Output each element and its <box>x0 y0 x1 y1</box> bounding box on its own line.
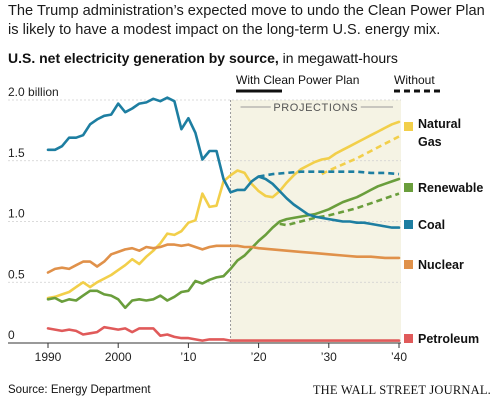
coal-legend-swatch <box>404 220 413 229</box>
renewable-line <box>46 177 401 310</box>
x-tick-label: ’20 <box>251 350 267 364</box>
x-tick-label: 1990 <box>35 350 62 364</box>
x-tick-label: ’40 <box>391 350 407 364</box>
renewable-without-line <box>279 192 400 227</box>
x-tick-label: ’10 <box>180 350 196 364</box>
natural-gas-legend-swatch <box>404 122 413 131</box>
projections-label: PROJECTIONS <box>273 102 358 114</box>
y-tick-label: 0.5 <box>8 267 25 281</box>
x-tick-label: ’30 <box>321 350 337 364</box>
source-note: Source: Energy Department <box>8 384 151 396</box>
y-tick-label: 1.0 <box>8 207 25 221</box>
y-tick-label: 2.0 billion <box>8 85 59 99</box>
natural-gas-label: Natural <box>418 117 461 131</box>
y-tick-label: 0 <box>8 328 15 342</box>
subtitle-units: in megawatt-hours <box>278 50 398 66</box>
legend-without-label: Without <box>394 73 435 87</box>
petroleum-legend-swatch <box>404 334 413 343</box>
natural-gas-without-line <box>321 135 400 176</box>
y-tick-label: 1.5 <box>8 146 25 160</box>
headline: The Trump administration’s expected move… <box>8 3 485 38</box>
subtitle-bold: U.S. net electricity generation by sourc… <box>8 50 279 66</box>
nuclear-label: Nuclear <box>418 258 464 272</box>
coal-line <box>46 96 401 229</box>
publisher-logo: THE WALL STREET JOURNAL. <box>312 383 491 397</box>
petroleum-label: Petroleum <box>418 332 479 346</box>
x-tick-label: 2000 <box>105 350 132 364</box>
coal-label: Coal <box>418 218 445 232</box>
nuclear-legend-swatch <box>404 260 413 269</box>
legend-with-label: With Clean Power Plan <box>236 73 359 87</box>
petroleum-line <box>46 325 401 342</box>
natural-gas-label: Gas <box>418 135 442 149</box>
renewable-legend-swatch <box>404 183 413 192</box>
nuclear-line <box>46 243 401 274</box>
coal-without-line <box>258 170 400 178</box>
renewable-label: Renewable <box>418 181 483 195</box>
chart-subtitle: U.S. net electricity generation by sourc… <box>8 50 398 66</box>
